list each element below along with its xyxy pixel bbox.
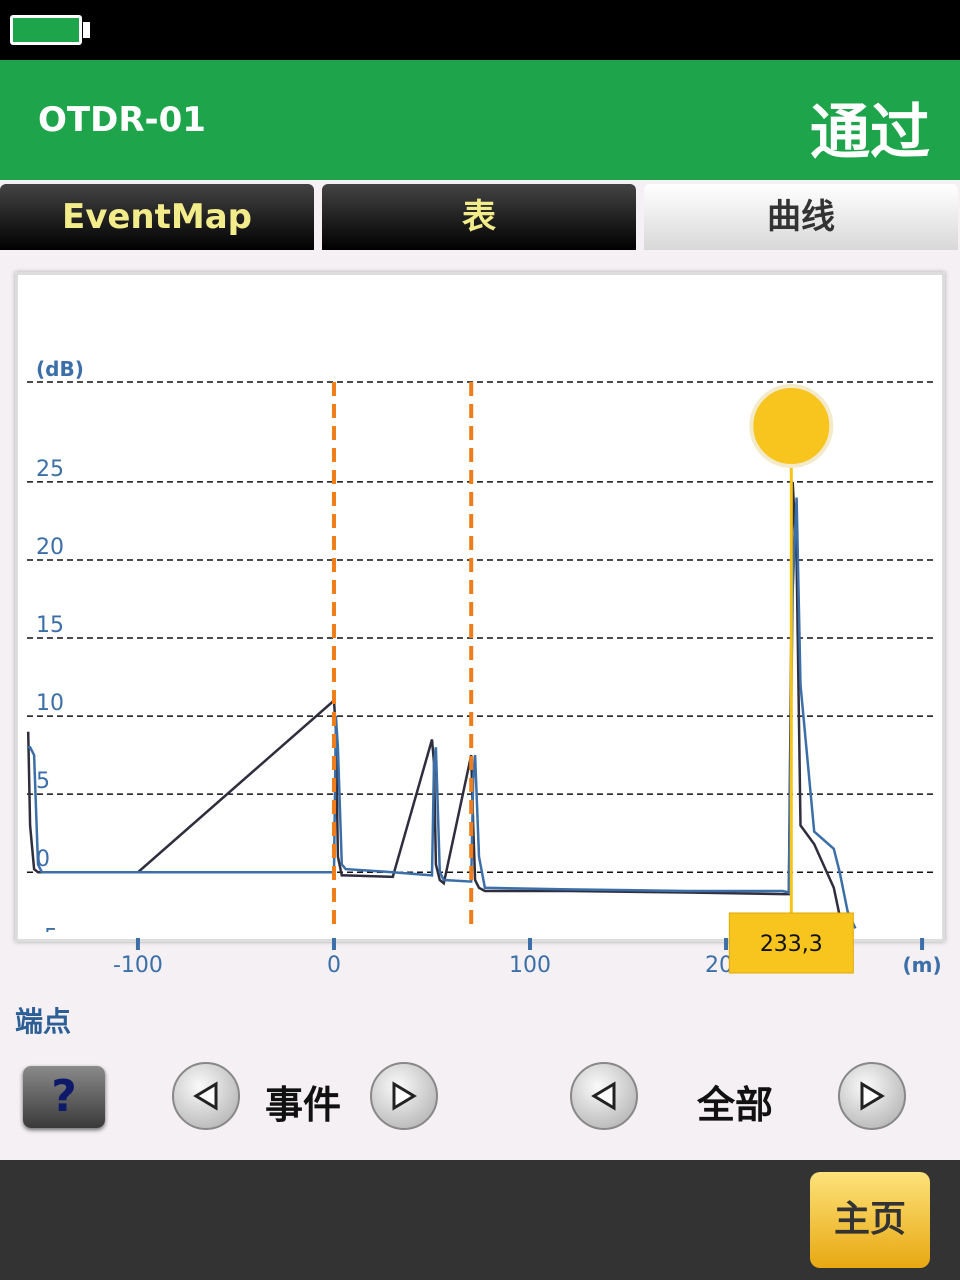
status-bar — [0, 0, 960, 60]
home-button[interactable]: 主页 — [810, 1172, 930, 1268]
bottom-bar — [0, 1160, 960, 1280]
x-tick-label: 0 — [327, 953, 341, 978]
event-nav-label: 事件 — [265, 1083, 342, 1127]
trace-line — [26, 481, 849, 930]
x-tick-label: (m) — [902, 953, 941, 977]
tab[interactable]: EventMap — [0, 184, 314, 250]
y-tick-label: 5 — [36, 769, 50, 794]
arrow-icon — [860, 1081, 885, 1111]
help-button[interactable]: ? — [23, 1066, 105, 1128]
cursor-handle — [749, 384, 834, 468]
x-tick-label: 100 — [509, 953, 551, 978]
arrow-icon — [591, 1081, 616, 1111]
x-tick-label: -100 — [113, 953, 163, 978]
y-tick-label: 20 — [36, 535, 64, 560]
header — [0, 60, 960, 180]
battery-icon — [10, 15, 82, 45]
next-filter-button[interactable] — [838, 1062, 906, 1130]
trace-line — [28, 497, 857, 929]
prev-filter-button[interactable] — [570, 1062, 638, 1130]
y-tick-label: 10 — [36, 691, 64, 716]
prev-event-button[interactable] — [172, 1062, 240, 1130]
filter-nav-label: 全部 — [697, 1083, 774, 1127]
y-tick-label: 25 — [36, 457, 64, 482]
tab[interactable]: 表 — [322, 184, 636, 250]
arrow-icon — [392, 1081, 417, 1111]
tab-selected[interactable]: 曲线 — [644, 184, 958, 250]
y-tick-label: (dB) — [36, 357, 84, 381]
arrow-icon — [193, 1081, 218, 1111]
next-event-button[interactable] — [370, 1062, 438, 1130]
y-tick-label: -5 — [36, 925, 58, 950]
cursor-label: 233,3 — [760, 932, 823, 957]
cursor-label-box — [728, 912, 854, 974]
battery-tip — [83, 22, 90, 38]
section-label: 端点 — [15, 1005, 72, 1038]
y-tick-label: 15 — [36, 613, 64, 638]
header-title: OTDR-01 — [38, 100, 206, 140]
header-status: 通过 — [810, 98, 930, 168]
